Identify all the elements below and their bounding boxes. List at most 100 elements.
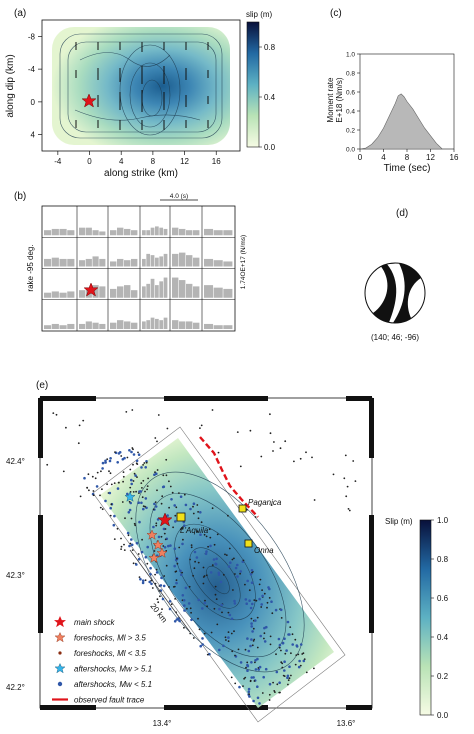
- seismicity-dot: [354, 480, 357, 482]
- panel-a-xtick-label: -4: [54, 157, 62, 166]
- slip-contours: [59, 33, 223, 139]
- seismicity-dot: [290, 674, 292, 677]
- seismicity-dot: [91, 475, 94, 478]
- panel-c-xtick-label: 0: [358, 153, 363, 162]
- seismicity-dot: [129, 468, 132, 471]
- panel-c-ytick-label: 1.0: [346, 52, 355, 59]
- seismicity-dot: [230, 676, 233, 679]
- stf-bar: [59, 228, 67, 236]
- stf-bar: [179, 228, 186, 236]
- seismicity-dot: [239, 465, 242, 468]
- seismicity-dot: [283, 637, 286, 640]
- panel-a-cb-tick-label: 0.4: [264, 93, 276, 102]
- seismicity-dot: [239, 570, 242, 573]
- seismicity-dot: [224, 553, 226, 556]
- seismicity-dot: [144, 555, 148, 559]
- seismicity-dot: [256, 696, 260, 700]
- stf-bar: [213, 260, 223, 267]
- seismicity-dot: [144, 466, 147, 469]
- seismicity-dot: [204, 599, 206, 602]
- stf-bar: [150, 317, 155, 329]
- stf-bar: [92, 285, 99, 298]
- seismicity-dot: [206, 605, 209, 608]
- seismicity-dot: [209, 571, 213, 574]
- legend-label: foreshocks, Ml < 3.5: [74, 649, 146, 658]
- seismicity-dot: [163, 575, 166, 577]
- seismicity-dot: [162, 584, 166, 588]
- panel-c-xlabel: Time (sec): [384, 163, 431, 174]
- panel-e-letter: (e): [36, 380, 48, 391]
- seismicity-dot: [252, 699, 255, 703]
- seismicity-dot: [278, 643, 282, 647]
- seismicity-dot: [174, 520, 177, 523]
- seismicity-dot: [181, 542, 184, 546]
- seismicity-dot: [182, 526, 184, 528]
- seismicity-dot: [197, 598, 200, 602]
- seismicity-dot: [246, 664, 250, 668]
- seismicity-dot: [218, 607, 221, 611]
- observed-fault-trace: [199, 436, 259, 518]
- rake-vectors: [75, 42, 209, 130]
- seismicity-dot: [141, 538, 144, 541]
- seismicity-dot: [297, 665, 301, 669]
- seismicity-dots: [46, 409, 357, 705]
- seismicity-dot: [192, 574, 195, 577]
- panel-a-colorbar-title: slip (m): [246, 10, 273, 19]
- seismicity-dot: [255, 685, 259, 688]
- seismicity-dot: [234, 654, 236, 657]
- seismicity-dot: [313, 667, 315, 670]
- seismicity-dot: [243, 677, 246, 680]
- seismicity-dot: [268, 682, 272, 686]
- stf-bar: [146, 320, 151, 329]
- seismicity-dot: [137, 451, 139, 454]
- stf-bar: [110, 322, 117, 329]
- seismicity-dot: [276, 683, 279, 686]
- seismicity-dot: [184, 503, 188, 507]
- stf-bar: [51, 323, 59, 329]
- panel-a-ytick-label: 4: [31, 131, 36, 140]
- seismicity-dot: [289, 626, 292, 628]
- seismicity-dot: [109, 506, 112, 510]
- seismicity-dot: [201, 637, 204, 640]
- stf-bar: [223, 288, 233, 298]
- seismicity-dot: [146, 545, 149, 549]
- seismicity-dot: [162, 545, 165, 547]
- seismicity-dot: [270, 504, 273, 506]
- seismicity-dot: [246, 579, 249, 583]
- seismicity-dot: [184, 586, 188, 590]
- seismicity-dot: [120, 548, 122, 550]
- seismicity-dot: [196, 504, 199, 506]
- stf-bar: [51, 228, 59, 236]
- stf-bar: [67, 323, 75, 329]
- seismicity-dot: [186, 607, 188, 610]
- seismicity-dot: [156, 469, 159, 471]
- stf-bar: [51, 291, 59, 298]
- seismicity-dot: [206, 653, 209, 656]
- seismicity-dot: [283, 660, 286, 663]
- stf-bar: [193, 230, 200, 236]
- stf-bar: [172, 253, 179, 267]
- panel-e-cb-tick-label: 0.6: [437, 594, 449, 603]
- seismicity-dot: [244, 598, 248, 601]
- panel-c-ytick-label: 0.6: [346, 90, 355, 97]
- seismicity-dot: [260, 603, 264, 606]
- seismicity-dot: [109, 472, 112, 475]
- seismicity-dot: [177, 618, 180, 621]
- moment-rate-area: [359, 93, 443, 150]
- seismicity-dot: [209, 536, 212, 539]
- seismicity-dot: [290, 652, 292, 655]
- seismicity-dot: [352, 460, 355, 462]
- stf-bar: [110, 230, 117, 236]
- seismicity-dot: [166, 514, 169, 517]
- seismicity-dot: [126, 531, 130, 535]
- panel-a-cb-tick-label: 0.0: [264, 143, 276, 152]
- seismicity-dot: [268, 597, 271, 599]
- map-scale-bar: [129, 549, 191, 633]
- seismicity-dot: [246, 669, 249, 672]
- panel-e-cb-tick-label: 0.8: [437, 555, 449, 564]
- seismicity-dot: [192, 505, 194, 508]
- seismicity-dot: [266, 601, 269, 604]
- seismicity-dot: [202, 582, 205, 585]
- seismicity-dot: [247, 649, 251, 653]
- seismicity-dot: [269, 413, 271, 416]
